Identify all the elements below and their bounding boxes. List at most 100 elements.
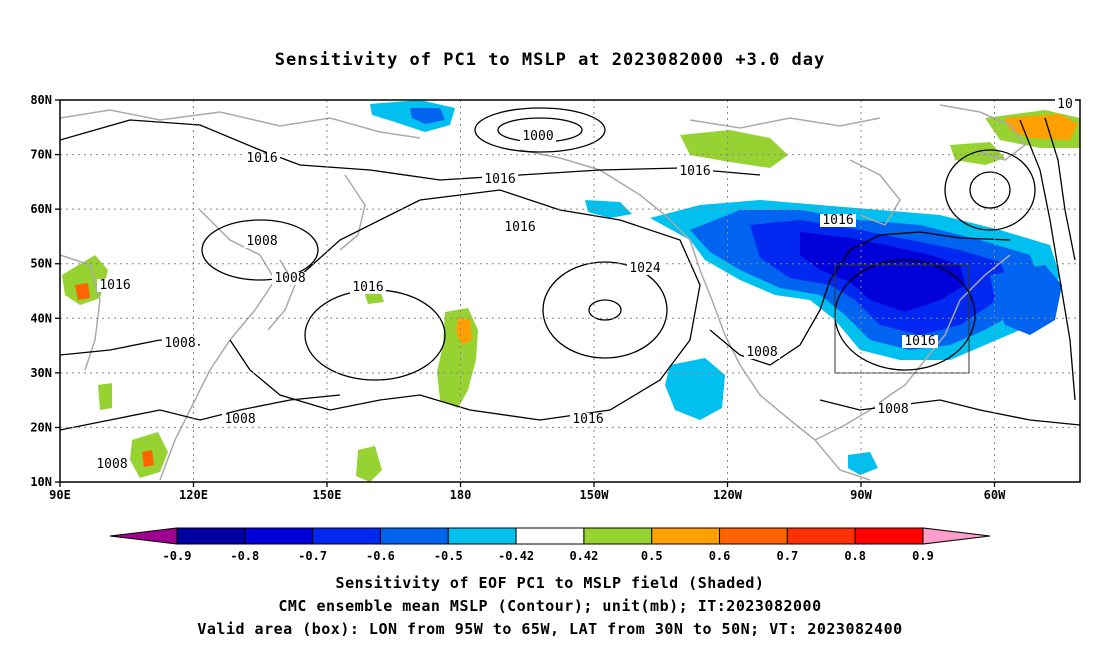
coastline-alaska bbox=[519, 149, 691, 241]
caption-valid-area: Valid area (box): LON from 95W to 65W, L… bbox=[197, 620, 903, 638]
negative-shade-na-core bbox=[800, 232, 965, 312]
contour-label: 1008 bbox=[224, 412, 255, 427]
positive-shade-bay-bengal bbox=[98, 383, 112, 410]
latitude-labels: 80N 70N 60N 50N 40N 30N 20N 10N bbox=[30, 93, 52, 489]
contour-low-1008-asia bbox=[201, 219, 319, 281]
colorbar-label: 0.6 bbox=[709, 549, 731, 563]
colorbar-labels: -0.9 -0.8 -0.7 -0.6 -0.5 -0.42 0.42 0.5 0.6 0.7 0.… bbox=[163, 549, 934, 563]
positive-shade-india bbox=[62, 255, 108, 305]
contour-label-bg bbox=[244, 152, 280, 165]
contour-label: 1024 bbox=[629, 261, 660, 276]
colorbar-swatch bbox=[854, 527, 924, 545]
colorbar-swatch bbox=[244, 527, 314, 545]
colorbar-swatch bbox=[786, 527, 856, 545]
contour-label: 1016 bbox=[504, 220, 535, 235]
contour-label-bg bbox=[520, 130, 556, 143]
colorbar-swatch bbox=[447, 527, 517, 545]
colorbar-swatch bbox=[312, 527, 381, 545]
contour-atlantic-lines-2 bbox=[1044, 117, 1076, 261]
coastline-gulf bbox=[814, 384, 906, 441]
contour-label-bg bbox=[744, 346, 780, 359]
colorbar-label: 0.42 bbox=[569, 549, 598, 563]
contour-label: 1016 bbox=[572, 412, 603, 427]
positive-shade-dateline-core bbox=[456, 318, 472, 345]
shaded-sensitivity bbox=[62, 100, 1080, 482]
contour-label-bg bbox=[627, 262, 663, 275]
colorbar-label: 0.9 bbox=[912, 549, 934, 563]
lon-label: 150W bbox=[580, 488, 610, 502]
colorbar-label: -0.9 bbox=[163, 549, 192, 563]
colorbar-swatch bbox=[719, 527, 788, 545]
lon-label: 150E bbox=[313, 488, 342, 502]
colorbar-label: 0.7 bbox=[777, 549, 799, 563]
lat-label: 50N bbox=[30, 257, 52, 271]
contour-label-bg bbox=[875, 403, 911, 416]
lon-label: 90W bbox=[850, 488, 872, 502]
colorbar-label: 0.8 bbox=[844, 549, 866, 563]
coastline-central-america bbox=[814, 439, 871, 481]
colorbar-swatch bbox=[651, 527, 721, 545]
contour-label-bg bbox=[162, 337, 198, 350]
contour-label: 1016 bbox=[484, 172, 515, 187]
coastline-arctic-na bbox=[689, 117, 881, 129]
caption-contour: CMC ensemble mean MSLP (Contour); unit(m… bbox=[278, 597, 822, 615]
longitude-labels: 90E 120E 150E 180 150W 120W 90W 60W bbox=[49, 488, 1006, 502]
positive-shade-labrador bbox=[950, 142, 1005, 165]
contour-1008-greenland-low bbox=[944, 149, 1036, 231]
colorbar-label: -0.42 bbox=[498, 549, 534, 563]
colorbar-label: -0.6 bbox=[366, 549, 395, 563]
contour-label: 1016 bbox=[822, 213, 853, 228]
contour-label-bg bbox=[482, 173, 518, 186]
coastline-kamchatka bbox=[339, 174, 366, 251]
contour-labels: 10 1000 1016 1016 1016 1016 1016 1024 1008 1008 10… bbox=[94, 97, 1075, 472]
contour-atlantic-lines bbox=[1019, 119, 1076, 401]
lon-label: 90E bbox=[49, 488, 71, 502]
colorbar-swatch bbox=[515, 527, 585, 545]
coastline-india bbox=[60, 254, 101, 371]
contour-label-bg bbox=[570, 413, 606, 426]
negative-shade-gulf bbox=[848, 452, 878, 475]
colorbar-swatch bbox=[379, 527, 449, 545]
lat-label: 60N bbox=[30, 202, 52, 216]
colorbar-label: -0.5 bbox=[434, 549, 463, 563]
lat-label: 70N bbox=[30, 148, 52, 162]
lon-label: 120E bbox=[179, 488, 208, 502]
negative-shade-atlantic bbox=[990, 265, 1062, 335]
mslp-contours bbox=[60, 107, 1080, 431]
positive-shade-canada bbox=[680, 130, 788, 168]
contour-1016-pacific bbox=[229, 189, 701, 421]
contour-label-bg bbox=[94, 458, 130, 471]
coastline-hudson bbox=[849, 159, 901, 226]
negative-shade-baja bbox=[665, 358, 725, 420]
contour-label-bg bbox=[222, 413, 258, 426]
colorbar-min-triangle bbox=[109, 527, 178, 545]
lat-label: 20N bbox=[30, 420, 52, 434]
coastline-greenland bbox=[939, 104, 1027, 161]
coastline-arctic-asia bbox=[60, 109, 421, 139]
coastline-east-na bbox=[904, 254, 1011, 386]
lon-label: 120W bbox=[713, 488, 743, 502]
contour-label: 1008 bbox=[96, 457, 127, 472]
lon-label: 60W bbox=[984, 488, 1006, 502]
plot-frame bbox=[59, 99, 1081, 483]
lat-label: 30N bbox=[30, 366, 52, 380]
lat-label: 10N bbox=[30, 475, 52, 489]
caption-shaded: Sensitivity of EOF PC1 to MSLP field (Sh… bbox=[335, 574, 765, 592]
contour-high-1024 bbox=[542, 261, 668, 359]
contour-label: 1008 bbox=[164, 336, 195, 351]
axis-ticks bbox=[55, 99, 996, 487]
colorbar-label: 0.5 bbox=[641, 549, 663, 563]
coastline-west-na bbox=[689, 239, 816, 441]
contour-label-bg bbox=[350, 281, 386, 294]
colorbar bbox=[109, 527, 991, 545]
colorbar-max-triangle bbox=[922, 527, 991, 545]
coastlines bbox=[60, 104, 1027, 481]
contour-label-bg bbox=[677, 165, 713, 178]
contour-label: 1016 bbox=[352, 280, 383, 295]
contour-label-bg bbox=[97, 279, 133, 292]
contour-label-bg bbox=[902, 335, 938, 348]
contour-label: 1000 bbox=[522, 129, 553, 144]
positive-shade-greenland-core bbox=[1005, 114, 1078, 140]
contour-label: 1008 bbox=[246, 234, 277, 249]
contour-label: 10 bbox=[1057, 97, 1073, 112]
